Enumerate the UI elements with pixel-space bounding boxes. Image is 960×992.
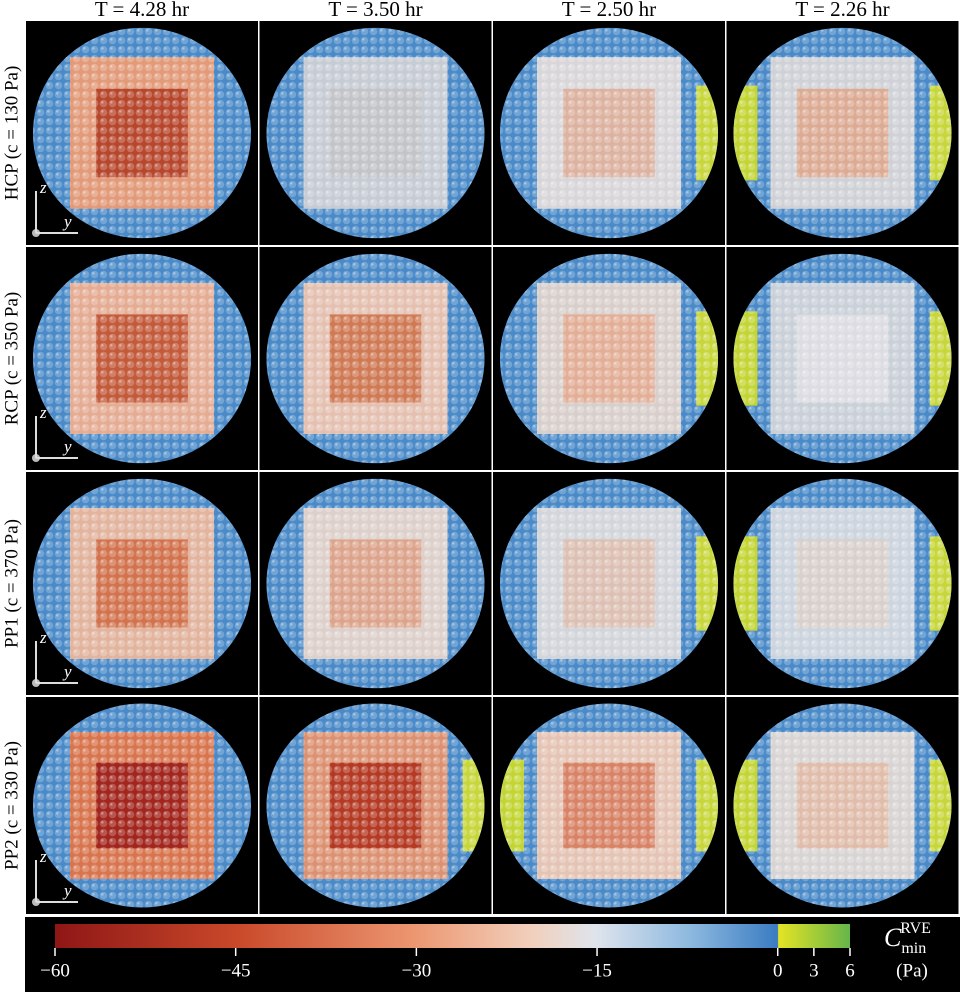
colorbar-unit: (Pa) (896, 960, 928, 981)
beads (32, 27, 252, 239)
colorbar-tick-label: 3 (809, 960, 819, 981)
colorbar-tick-label: 0 (773, 960, 783, 981)
colorbar (55, 924, 850, 948)
beads (266, 478, 485, 689)
beads (733, 27, 952, 239)
colorbar-tick-label: −15 (582, 960, 612, 981)
panel (259, 21, 492, 245)
particle-cluster (266, 478, 485, 689)
colorbar-tick-label: −60 (40, 960, 70, 981)
row-label: PP1 (c = 370 Pa) (1, 519, 22, 648)
axis-label-z: z (39, 403, 47, 422)
axis-label-y: y (62, 881, 72, 900)
column-header: T = 2.26 hr (795, 0, 889, 21)
column-header: T = 2.50 hr (562, 0, 656, 21)
particle-cluster (32, 27, 252, 239)
subscript: min (901, 940, 926, 957)
superscript: RVE (900, 920, 931, 937)
axis-label-y: y (62, 662, 72, 681)
panel: zy (26, 697, 258, 914)
colorbar-tick-label: −30 (402, 960, 432, 981)
particle-cluster (733, 253, 952, 464)
panel (493, 697, 725, 914)
beads (32, 703, 252, 908)
beads (499, 703, 719, 908)
panel (493, 21, 725, 245)
particle-cluster (499, 253, 719, 464)
panel: zy (26, 247, 258, 470)
particle-cluster (32, 478, 252, 689)
symbol: C (884, 923, 902, 952)
panel (493, 472, 725, 695)
particle-cluster (266, 703, 485, 908)
beads (733, 478, 952, 689)
panel (259, 472, 492, 695)
particle-cluster (32, 253, 252, 464)
colorbar-tick-label: −45 (221, 960, 251, 981)
row-label: RCP (c = 350 Pa) (1, 292, 22, 426)
panel: zy (26, 472, 258, 695)
beads (266, 27, 485, 239)
beads (32, 478, 252, 689)
panel (726, 697, 959, 914)
particle-cluster (733, 703, 952, 908)
particle-cluster (266, 27, 485, 239)
axis-label-y: y (62, 437, 72, 456)
beads (499, 27, 719, 239)
beads (499, 253, 719, 464)
beads (733, 703, 952, 908)
panel: zy (26, 21, 258, 245)
particle-cluster (266, 253, 485, 464)
row-label: HCP (c = 130 Pa) (1, 66, 22, 201)
particle-cluster (499, 478, 719, 689)
axis-label-y: y (62, 212, 72, 231)
beads (499, 478, 719, 689)
axis-label-z: z (39, 178, 47, 197)
beads (266, 703, 485, 908)
colorbar-label: Cmin RVE (884, 920, 931, 957)
panel (493, 247, 725, 470)
beads (266, 253, 485, 464)
particle-cluster (32, 703, 252, 908)
axis-label-z: z (39, 847, 47, 866)
particle-cluster (499, 27, 719, 239)
particle-cluster (733, 27, 952, 239)
panel (259, 247, 492, 470)
axis-label-z: z (39, 628, 47, 647)
particle-cluster (499, 703, 719, 908)
panel (726, 247, 959, 470)
panel (726, 472, 959, 695)
row-label: PP2 (c = 330 Pa) (1, 741, 22, 870)
column-header: T = 4.28 hr (95, 0, 189, 21)
colorbar-tick-label: 6 (845, 960, 855, 981)
panel (726, 21, 959, 245)
beads (733, 253, 952, 464)
panel (259, 697, 492, 914)
column-header: T = 3.50 hr (328, 0, 422, 21)
particle-cluster (733, 478, 952, 689)
beads (32, 253, 252, 464)
